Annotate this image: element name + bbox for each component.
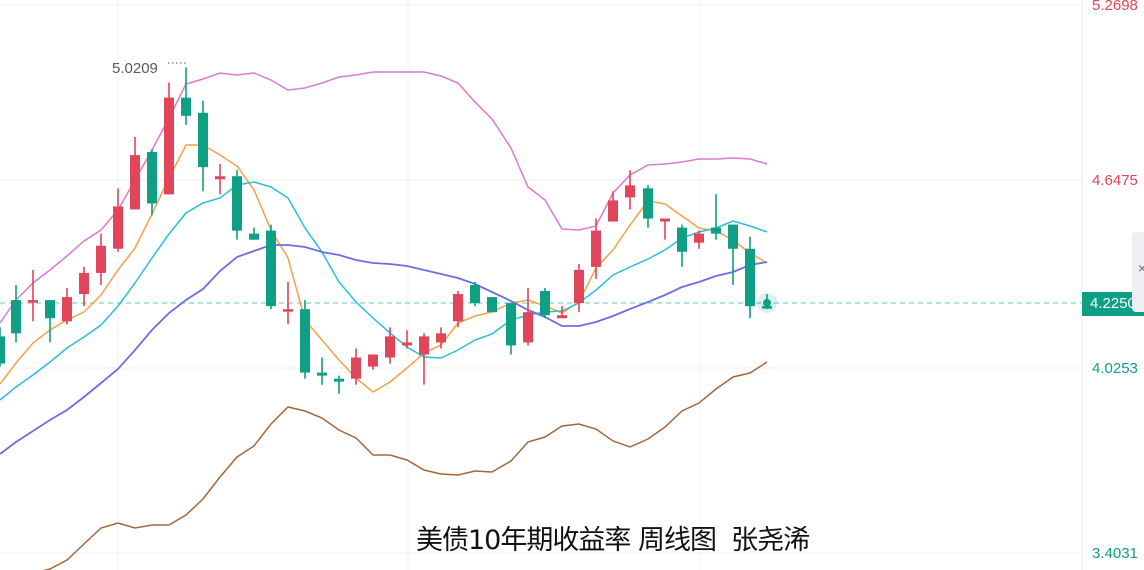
candle <box>574 263 584 313</box>
live-price-dot <box>757 293 777 313</box>
candle <box>283 281 293 325</box>
candle <box>591 218 601 279</box>
candle <box>453 291 463 328</box>
candle <box>368 354 378 370</box>
candle <box>385 327 395 364</box>
candle <box>45 300 55 343</box>
candles <box>0 67 772 394</box>
candle <box>147 149 157 216</box>
candle <box>625 170 635 210</box>
candle <box>0 327 5 367</box>
candle <box>523 288 533 346</box>
candle <box>506 303 516 355</box>
candle <box>215 164 225 195</box>
ma20-line <box>0 244 768 455</box>
candle <box>436 327 446 349</box>
candle <box>28 269 38 322</box>
boll-upper-line <box>0 71 768 324</box>
candle <box>745 236 755 319</box>
side-panel-tab[interactable]: × <box>1132 232 1144 312</box>
candle <box>660 218 670 240</box>
close-icon[interactable]: × <box>1138 260 1144 276</box>
high-price-annotation: 5.0209 <box>112 60 158 77</box>
candle <box>11 284 21 343</box>
candle <box>402 330 412 349</box>
candle <box>181 67 191 125</box>
candle <box>487 297 497 313</box>
candle <box>266 224 276 310</box>
candle <box>198 100 208 192</box>
candle <box>249 227 259 240</box>
candle <box>351 348 361 385</box>
ma5-line <box>0 144 768 393</box>
last-price-badge: 4.2250 <box>1082 292 1144 316</box>
candle <box>677 224 687 267</box>
candle <box>694 230 704 249</box>
indicator-lines <box>0 71 768 570</box>
candle <box>62 288 72 325</box>
candle <box>419 333 429 385</box>
candle <box>643 185 653 228</box>
boll-lower-line <box>42 361 768 570</box>
candle <box>113 188 123 252</box>
price-axis-label: 4.0253 <box>1092 360 1138 377</box>
candle <box>317 357 327 385</box>
candle <box>608 191 618 222</box>
candle <box>540 288 550 319</box>
candle <box>470 281 480 307</box>
candle <box>79 266 89 307</box>
chart-caption: 美债10年期收益率 周线图 张尧浠 <box>416 525 810 556</box>
candle <box>334 375 344 394</box>
candle <box>711 194 721 240</box>
price-axis-label: 4.6475 <box>1092 172 1138 189</box>
candle <box>232 170 242 240</box>
grid-lines <box>0 0 1082 570</box>
candle <box>164 82 174 195</box>
ma10-line <box>0 181 768 401</box>
price-axis-label: 3.4031 <box>1092 545 1138 562</box>
candle <box>728 224 738 285</box>
candle <box>130 136 140 210</box>
candle <box>300 300 310 379</box>
candle <box>96 233 106 285</box>
price-axis-label: 5.2698 <box>1092 0 1138 14</box>
candle <box>557 306 567 319</box>
